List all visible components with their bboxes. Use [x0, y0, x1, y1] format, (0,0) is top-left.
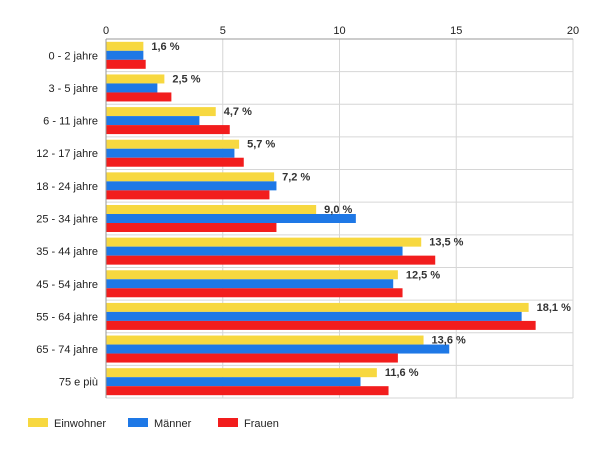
bar-männer [106, 311, 522, 321]
bar-einwohner [106, 237, 422, 247]
data-label: 18,1 % [537, 302, 571, 314]
data-label: 1,6 % [151, 41, 179, 53]
bar-männer [106, 148, 235, 158]
legend-label: Frauen [244, 418, 279, 430]
bar-männer [106, 279, 394, 289]
bar-männer [106, 83, 158, 93]
category-label: 6 - 11 jahre [43, 116, 98, 128]
bar-männer [106, 116, 200, 126]
data-label: 9,0 % [324, 204, 352, 216]
data-label: 4,7 % [224, 106, 252, 118]
data-label: 5,7 % [247, 139, 275, 151]
category-label: 0 - 2 jahre [48, 50, 98, 62]
bar-männer [106, 344, 450, 354]
bar-einwohner [106, 205, 317, 214]
bar-einwohner [106, 368, 377, 378]
bar-einwohner [106, 172, 275, 182]
data-label: 11,6 % [385, 367, 419, 379]
bar-frauen [106, 125, 230, 135]
bar-frauen [106, 288, 403, 298]
bar-einwohner [106, 41, 144, 51]
bar-einwohner [106, 74, 165, 84]
data-label: 12,5 % [406, 269, 440, 281]
legend-label: Einwohner [54, 418, 106, 430]
category-label: 55 - 64 jahre [36, 311, 98, 323]
bar-frauen [106, 223, 277, 232]
category-label: 12 - 17 jahre [36, 148, 98, 160]
category-label: 65 - 74 jahre [36, 344, 98, 356]
bar-frauen [106, 320, 536, 330]
x-tick-label: 15 [450, 25, 462, 37]
x-tick-label: 20 [567, 25, 579, 37]
data-label: 13,6 % [432, 335, 466, 347]
bar-männer [106, 50, 144, 60]
bar-männer [106, 377, 361, 387]
legend-swatch-frauen [218, 418, 238, 427]
bar-männer [106, 181, 277, 191]
category-label: 3 - 5 jahre [48, 83, 98, 95]
bar-einwohner [106, 335, 424, 345]
bar-einwohner [106, 270, 398, 280]
bar-einwohner [106, 139, 240, 149]
category-label: 25 - 34 jahre [36, 214, 98, 226]
x-tick-label: 10 [333, 25, 345, 37]
bar-frauen [106, 386, 389, 396]
bar-frauen [106, 92, 172, 102]
legend-swatch-einwohner [28, 418, 48, 427]
category-label: 45 - 54 jahre [36, 279, 98, 291]
bar-frauen [106, 353, 398, 363]
legend-swatch-männer [128, 418, 148, 427]
bar-einwohner [106, 302, 529, 312]
category-label: 35 - 44 jahre [36, 246, 98, 258]
category-label: 18 - 24 jahre [36, 181, 98, 193]
bar-männer [106, 246, 403, 256]
category-label: 75 e più [59, 377, 98, 389]
data-label: 7,2 % [282, 171, 310, 183]
x-tick-label: 0 [103, 25, 109, 37]
legend-label: Männer [154, 418, 192, 430]
bar-männer [106, 214, 356, 223]
data-label: 2,5 % [172, 73, 200, 85]
bar-frauen [106, 190, 270, 200]
bar-frauen [106, 157, 244, 167]
bar-frauen [106, 59, 146, 69]
bar-einwohner [106, 107, 216, 117]
bar-frauen [106, 255, 436, 265]
x-tick-label: 5 [220, 25, 226, 37]
data-label: 13,5 % [429, 237, 463, 249]
